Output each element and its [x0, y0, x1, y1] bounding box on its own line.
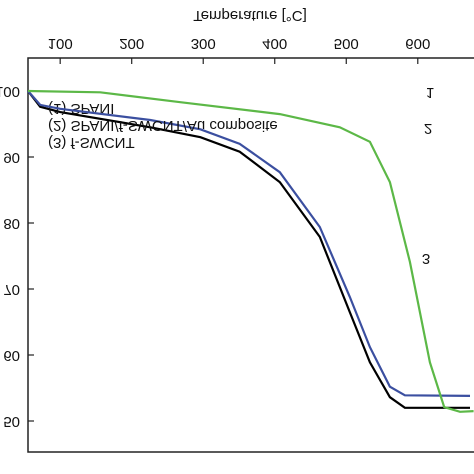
legend-entry: (2) SPANI/f-SWCNT/Au composite	[48, 117, 278, 134]
x-axis-label: Temperature [°C]	[193, 7, 307, 24]
series-label: 3	[422, 250, 430, 267]
x-tick-label: 100	[48, 35, 73, 52]
y-tick-label: 100	[0, 83, 20, 100]
data-line	[27, 90, 471, 397]
x-tick-label: 300	[191, 35, 216, 52]
y-tick-label: 90	[3, 149, 20, 166]
y-tick-label: 50	[3, 413, 20, 430]
y-tick-label: 80	[3, 215, 20, 232]
x-tick-label: 500	[334, 35, 359, 52]
series-label: 1	[426, 84, 434, 101]
y-tick-label: 60	[3, 347, 20, 364]
data-line	[27, 89, 474, 413]
legend-entry: (3) f-SWCNT	[48, 134, 135, 151]
x-tick-label: 400	[262, 35, 287, 52]
plot-frame	[27, 57, 474, 453]
x-tick-label: 200	[119, 35, 144, 52]
x-tick-label: 600	[405, 35, 430, 52]
data-line	[27, 90, 470, 409]
y-tick-label: 70	[3, 281, 20, 298]
series-label: 2	[424, 120, 432, 137]
flipped-chart: Temperature [°C] 100 200 300 400 500 600 50 60 7…	[0, 7, 474, 453]
